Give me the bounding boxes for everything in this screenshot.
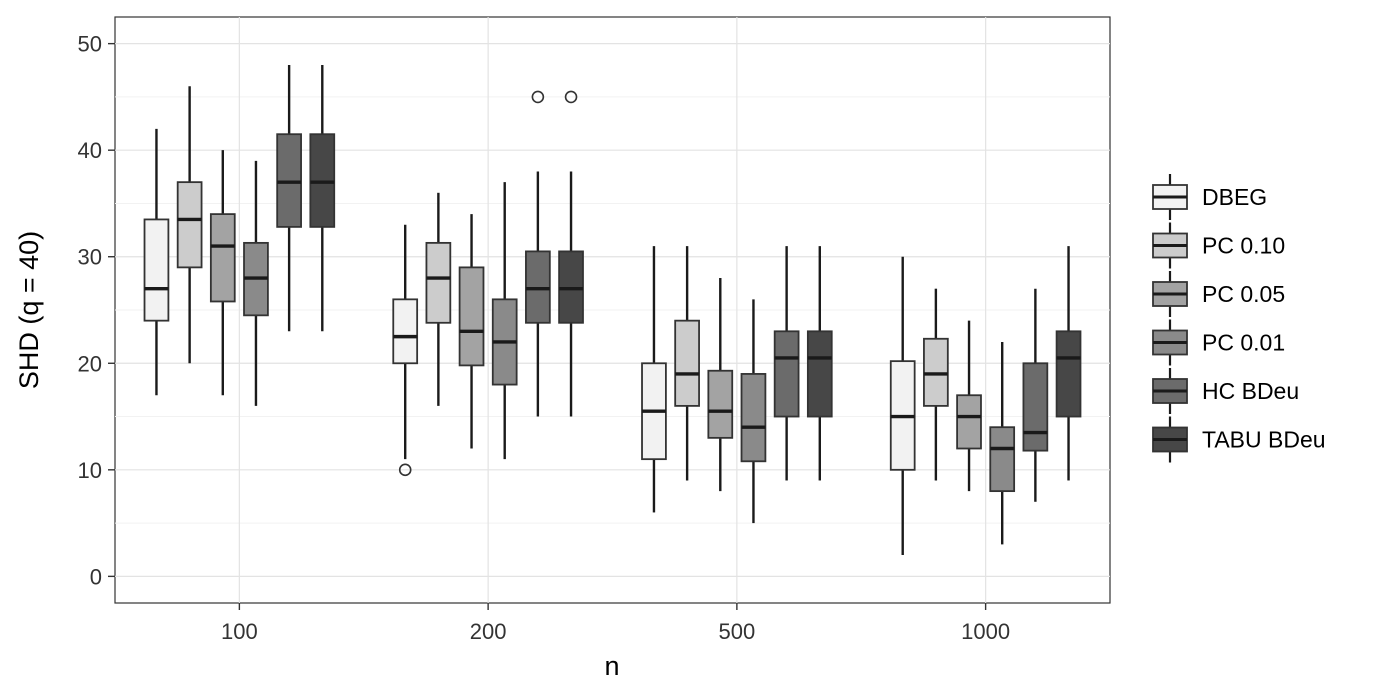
legend-label: PC 0.05 (1202, 281, 1285, 307)
legend: DBEG PC 0.10 PC 0.05 PC 0.01 HC BDeu TABU BDe… (1152, 174, 1326, 463)
y-tick-label: 40 (78, 138, 102, 163)
outlier-point (398, 463, 412, 477)
legend-item: PC 0.05 (1152, 271, 1285, 317)
x-axis: 100 200 500 1000 (221, 603, 1010, 644)
y-tick-label: 10 (78, 458, 102, 483)
box-pc-0-05-n1000 (956, 320, 982, 492)
box-tabu-bdeu-n500 (806, 246, 833, 481)
box-body (773, 330, 800, 418)
box-body (392, 298, 419, 365)
box-pc-0-10-n200 (425, 192, 452, 406)
box-pc-0-01-n100 (243, 160, 269, 406)
legend-item: PC 0.01 (1152, 319, 1285, 366)
box-dbeg-n100 (143, 128, 170, 396)
y-tick-label: 30 (78, 245, 102, 270)
y-tick-label: 20 (78, 351, 102, 376)
legend-label: PC 0.10 (1202, 233, 1285, 259)
legend-item: TABU BDeu (1152, 416, 1326, 463)
x-tick-label: 100 (221, 619, 258, 644)
box-body (707, 369, 734, 439)
box-body (458, 266, 485, 367)
box-pc-0-01-n500 (740, 299, 767, 524)
box-pc-0-01-n1000 (989, 341, 1016, 545)
box-pc-0-01-n200 (491, 182, 518, 460)
y-tick-label: 50 (78, 32, 102, 57)
box-pc-0-05-n500 (707, 278, 734, 492)
box-hc-bdeu-n100 (276, 64, 302, 332)
box-groups (143, 64, 1082, 556)
x-tick-label: 500 (719, 619, 756, 644)
box-body (989, 426, 1016, 493)
box-hc-bdeu-n1000 (1022, 288, 1049, 502)
box-body (209, 213, 236, 303)
x-axis-title: n (604, 651, 619, 681)
box-tabu-bdeu-n200 (558, 90, 584, 417)
legend-label: TABU BDeu (1202, 427, 1326, 453)
box-body (1055, 330, 1082, 418)
box-body (176, 181, 203, 269)
y-axis: 0 10 20 30 40 50 (78, 32, 115, 589)
box-pc-0-10-n1000 (923, 288, 949, 481)
box-body (674, 319, 700, 407)
y-axis-title: SHD (q = 40) (14, 231, 44, 389)
box-pc-0-05-n200 (458, 214, 485, 449)
box-body (806, 330, 833, 418)
box-dbeg-n200 (392, 224, 419, 477)
box-pc-0-10-n100 (176, 86, 203, 364)
legend-label: PC 0.01 (1202, 330, 1285, 356)
x-tick-label: 200 (470, 619, 507, 644)
box-body (143, 218, 170, 322)
legend-label: DBEG (1202, 184, 1267, 210)
box-body (1022, 362, 1049, 452)
x-tick-label: 1000 (961, 619, 1010, 644)
box-pc-0-10-n500 (674, 246, 700, 481)
legend-item: PC 0.10 (1152, 222, 1285, 269)
box-tabu-bdeu-n100 (309, 64, 336, 332)
box-dbeg-n1000 (889, 256, 916, 556)
box-body (425, 241, 452, 324)
box-body (740, 373, 767, 463)
y-tick-label: 0 (90, 564, 102, 589)
box-dbeg-n500 (641, 246, 667, 513)
legend-item: DBEG (1152, 174, 1267, 220)
legend-label: HC BDeu (1202, 378, 1299, 404)
box-tabu-bdeu-n1000 (1055, 246, 1082, 481)
outlier-point (531, 90, 545, 104)
box-pc-0-05-n100 (209, 150, 236, 396)
box-hc-bdeu-n500 (773, 246, 800, 481)
outlier-point (564, 90, 578, 104)
legend-item: HC BDeu (1152, 368, 1299, 414)
box-body (956, 394, 982, 450)
box-hc-bdeu-n200 (525, 90, 551, 417)
